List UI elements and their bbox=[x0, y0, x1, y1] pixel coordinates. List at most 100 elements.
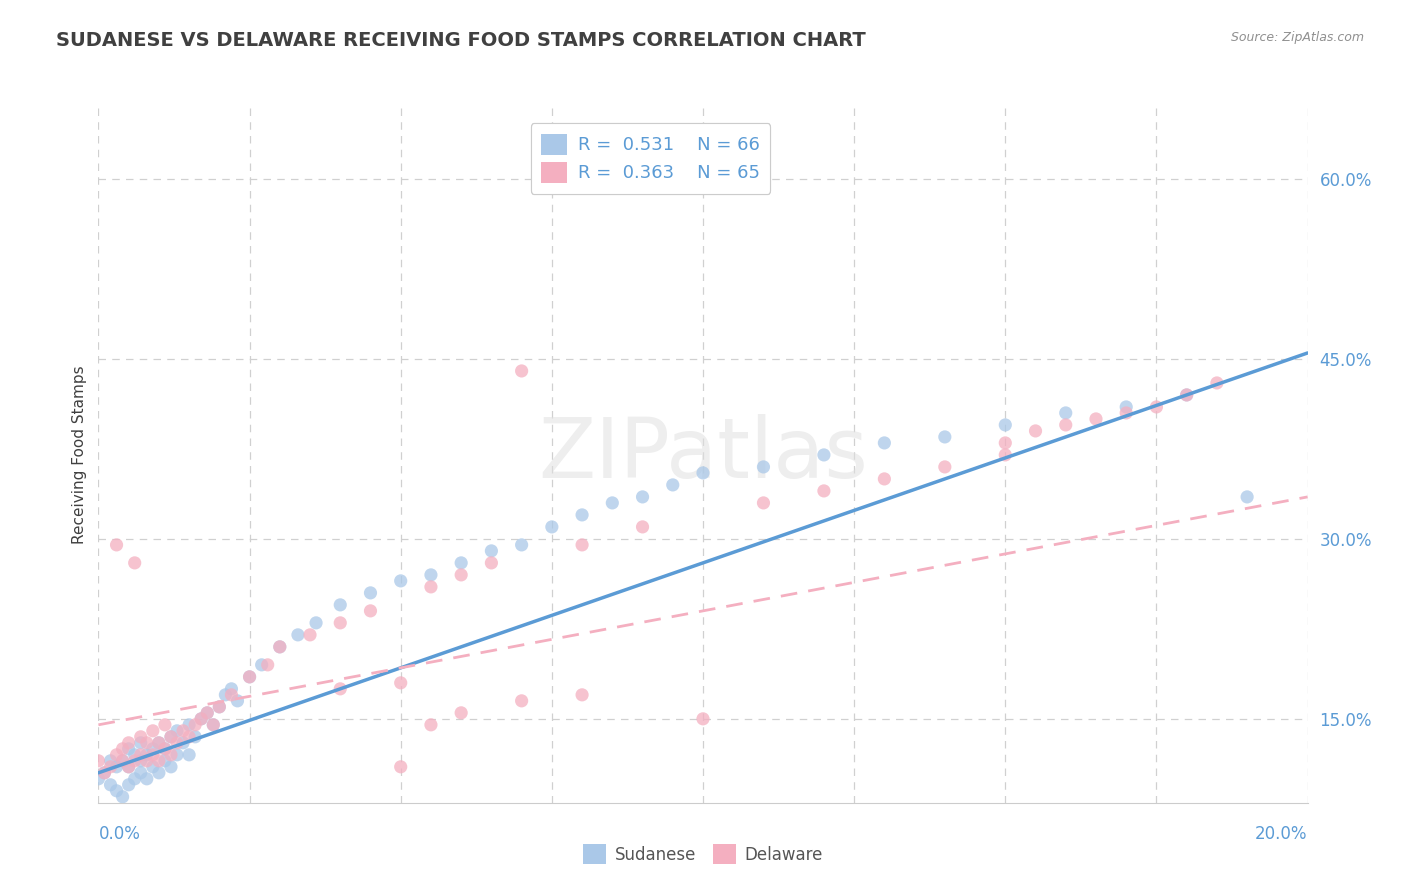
Point bbox=[661, 478, 683, 492]
Text: 20.0%: 20.0% bbox=[1256, 825, 1308, 843]
Point bbox=[177, 718, 201, 732]
Point bbox=[153, 741, 176, 756]
Point bbox=[166, 747, 188, 762]
Point bbox=[1175, 388, 1198, 402]
Y-axis label: Receiving Food Stamps: Receiving Food Stamps bbox=[72, 366, 87, 544]
Point bbox=[481, 544, 503, 558]
Point bbox=[1115, 400, 1137, 414]
Point bbox=[752, 459, 775, 474]
Point bbox=[87, 772, 110, 786]
Point bbox=[221, 681, 243, 696]
Point bbox=[692, 712, 714, 726]
Point bbox=[631, 520, 654, 534]
Point bbox=[813, 448, 835, 462]
Point bbox=[994, 436, 1017, 450]
Point bbox=[142, 723, 165, 738]
Point bbox=[994, 417, 1017, 432]
Point bbox=[135, 747, 157, 762]
Point bbox=[481, 556, 503, 570]
Legend: Sudanese, Delaware: Sudanese, Delaware bbox=[576, 838, 830, 871]
Point bbox=[124, 747, 146, 762]
Point bbox=[299, 628, 322, 642]
Point bbox=[100, 778, 122, 792]
Point bbox=[389, 574, 412, 588]
Point bbox=[129, 736, 152, 750]
Point bbox=[250, 657, 273, 672]
Point bbox=[540, 520, 562, 534]
Point bbox=[153, 741, 176, 756]
Point bbox=[105, 760, 128, 774]
Point bbox=[148, 754, 170, 768]
Point bbox=[129, 754, 152, 768]
Point bbox=[172, 736, 194, 750]
Point bbox=[226, 694, 249, 708]
Point bbox=[873, 436, 896, 450]
Point bbox=[287, 628, 309, 642]
Point bbox=[329, 615, 352, 630]
Point bbox=[166, 736, 188, 750]
Point bbox=[631, 490, 654, 504]
Point bbox=[1054, 406, 1077, 420]
Point bbox=[239, 670, 262, 684]
Point bbox=[124, 772, 146, 786]
Point bbox=[124, 754, 146, 768]
Text: Source: ZipAtlas.com: Source: ZipAtlas.com bbox=[1230, 31, 1364, 45]
Point bbox=[160, 730, 183, 744]
Point bbox=[172, 723, 194, 738]
Point bbox=[177, 730, 201, 744]
Point bbox=[124, 556, 146, 570]
Point bbox=[1144, 400, 1167, 414]
Point bbox=[450, 567, 472, 582]
Point bbox=[105, 538, 128, 552]
Point bbox=[269, 640, 291, 654]
Point bbox=[419, 580, 441, 594]
Point bbox=[118, 760, 141, 774]
Point bbox=[873, 472, 896, 486]
Point bbox=[305, 615, 328, 630]
Point bbox=[148, 736, 170, 750]
Point bbox=[389, 676, 412, 690]
Point bbox=[389, 760, 412, 774]
Text: SUDANESE VS DELAWARE RECEIVING FOOD STAMPS CORRELATION CHART: SUDANESE VS DELAWARE RECEIVING FOOD STAM… bbox=[56, 31, 866, 50]
Point bbox=[510, 694, 533, 708]
Point bbox=[129, 730, 152, 744]
Point bbox=[160, 747, 183, 762]
Point bbox=[1085, 412, 1108, 426]
Point bbox=[202, 718, 225, 732]
Point bbox=[166, 723, 188, 738]
Point bbox=[1206, 376, 1229, 390]
Point bbox=[142, 741, 165, 756]
Point bbox=[93, 765, 115, 780]
Point bbox=[934, 430, 956, 444]
Point bbox=[105, 747, 128, 762]
Point bbox=[256, 657, 278, 672]
Point bbox=[135, 736, 157, 750]
Point bbox=[419, 567, 441, 582]
Point bbox=[239, 670, 262, 684]
Point bbox=[111, 789, 134, 804]
Point bbox=[93, 765, 115, 780]
Point bbox=[269, 640, 291, 654]
Point bbox=[190, 712, 212, 726]
Point bbox=[602, 496, 624, 510]
Point bbox=[160, 730, 183, 744]
Point bbox=[153, 718, 176, 732]
Point bbox=[1054, 417, 1077, 432]
Point bbox=[135, 754, 157, 768]
Point bbox=[184, 730, 207, 744]
Text: ZIPatlas: ZIPatlas bbox=[538, 415, 868, 495]
Point bbox=[111, 754, 134, 768]
Point bbox=[994, 448, 1017, 462]
Point bbox=[692, 466, 714, 480]
Point bbox=[510, 364, 533, 378]
Point bbox=[221, 688, 243, 702]
Point bbox=[190, 712, 212, 726]
Point bbox=[87, 754, 110, 768]
Point bbox=[195, 706, 218, 720]
Point bbox=[510, 538, 533, 552]
Point bbox=[214, 688, 236, 702]
Point bbox=[419, 718, 441, 732]
Point bbox=[118, 778, 141, 792]
Point bbox=[148, 736, 170, 750]
Point bbox=[142, 747, 165, 762]
